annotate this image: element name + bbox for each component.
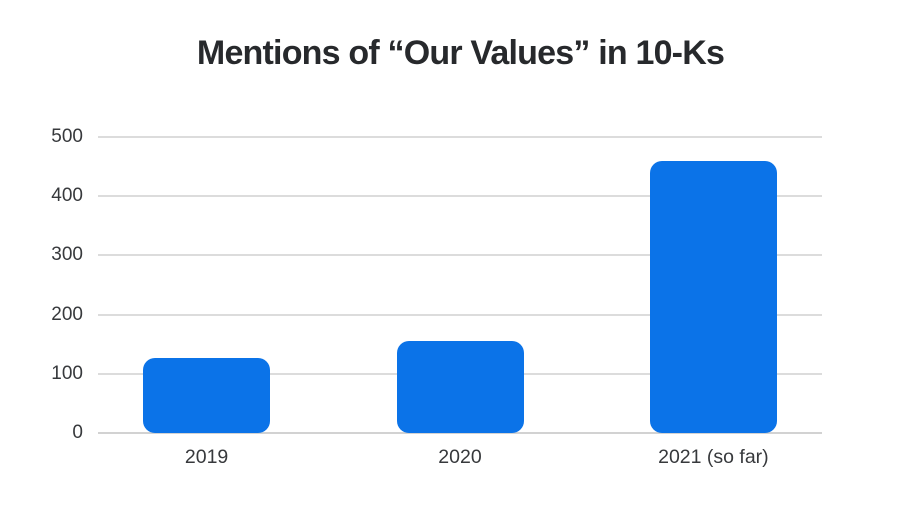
chart-title: Mentions of “Our Values” in 10-Ks [196, 34, 725, 72]
y-tick-label: 500 [51, 126, 83, 147]
x-tick-label: 2019 [184, 446, 229, 468]
x-tick-label: 2021 (so far) [658, 446, 769, 468]
bar-2021 [649, 161, 777, 433]
bar-2019 [143, 357, 271, 433]
y-tick-label: 400 [51, 185, 83, 207]
y-tick-label: 0 [72, 422, 83, 443]
gridline-400 [98, 195, 822, 198]
x-tick-label: 2020 [438, 446, 482, 468]
gridline-500 [98, 136, 822, 138]
y-tick-label: 200 [51, 303, 83, 325]
plot-area: 0 100 200 300 400 500 2019 2020 2021 (so far) [51, 126, 822, 468]
y-tick-label: 100 [51, 362, 83, 384]
gridline-300 [98, 254, 822, 257]
gridline-0 [98, 432, 822, 434]
y-tick-label: 300 [51, 244, 83, 266]
bar-2020 [396, 340, 524, 433]
gridline-200 [98, 313, 822, 316]
